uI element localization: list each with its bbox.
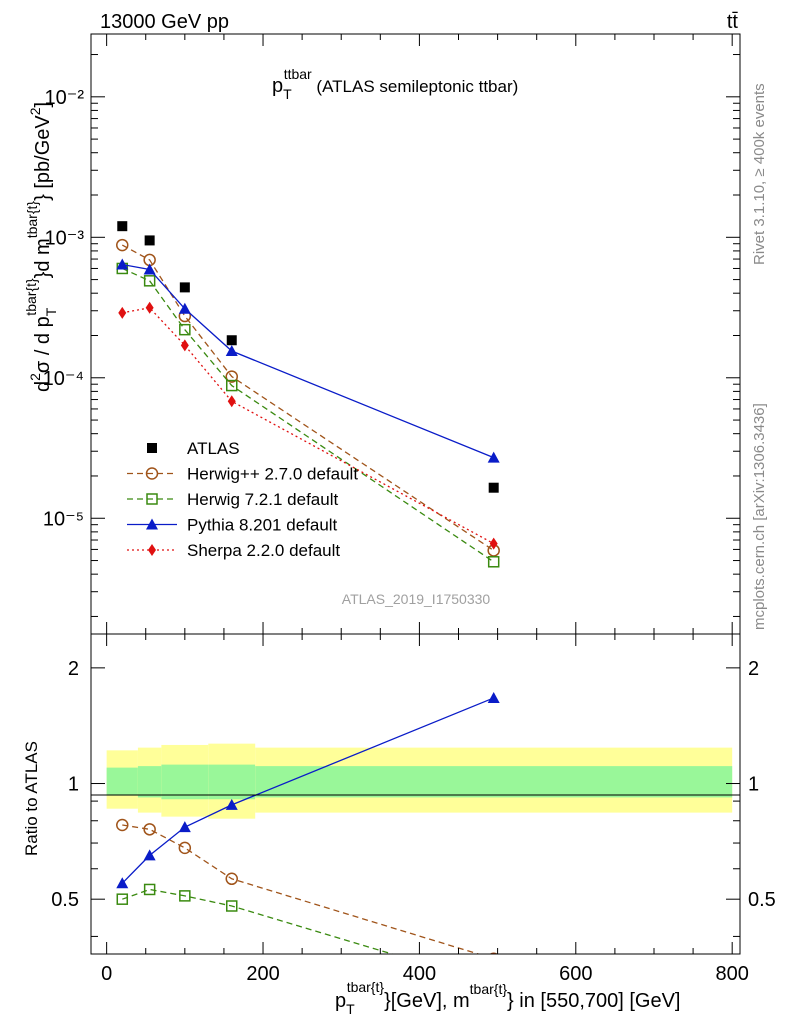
main-series-line bbox=[121, 244, 495, 551]
ratio-series-point bbox=[492, 952, 495, 954]
ratio-series-point bbox=[225, 798, 238, 810]
header-energy-label: 13000 GeV pp bbox=[100, 11, 229, 33]
main-series-point bbox=[178, 302, 191, 314]
uncertainty-bands bbox=[106, 743, 733, 819]
legend-label: ATLAS bbox=[187, 439, 240, 458]
ratio-series-point bbox=[143, 823, 156, 836]
main-series-line bbox=[122, 263, 494, 459]
main-series-point bbox=[487, 556, 500, 568]
main-series-point bbox=[116, 258, 129, 270]
plot-title-rest: (ATLAS semileptonic ttbar) bbox=[312, 77, 519, 96]
main-series-point bbox=[179, 323, 191, 336]
ratio-y-tick-label-right: 1 bbox=[748, 774, 759, 796]
main-series-point bbox=[489, 537, 498, 550]
ratio-panel-frame bbox=[90, 633, 741, 955]
green-band-segment bbox=[161, 764, 209, 800]
x-tick-label: 800 bbox=[715, 963, 748, 985]
main-series-line bbox=[122, 267, 495, 563]
ratio-series-point bbox=[225, 900, 238, 912]
x-tick-label: 600 bbox=[559, 963, 592, 985]
legend-marker bbox=[146, 493, 158, 505]
ratio-series-point bbox=[116, 877, 129, 889]
legend-marker bbox=[147, 443, 157, 453]
ratio-y-tick-label-right: 0.5 bbox=[748, 889, 776, 911]
ratio-panel-series bbox=[116, 691, 500, 954]
legend-marker bbox=[148, 544, 156, 556]
main-series-point bbox=[180, 339, 189, 352]
analysis-watermark: ATLAS_2019_I1750330 bbox=[342, 591, 491, 607]
axis-tick-labels: 0 200 400 600 800 10⁻⁵ 10⁻⁴ 10⁻³ 10⁻² 0.5 0.5 1 1 2 2 bbox=[43, 87, 776, 985]
main-series-point bbox=[118, 306, 127, 319]
ratio-series-point bbox=[143, 883, 156, 896]
x-axis-label: pTtbar{t}}[GeV], mtbar{t}} in [550,700] … bbox=[335, 979, 681, 1017]
ratio-y-tick-label: 1 bbox=[68, 774, 79, 796]
legend-label: Herwig 7.2.1 default bbox=[187, 490, 338, 509]
legend-label: Sherpa 2.2.0 default bbox=[187, 541, 340, 560]
green-band-segment bbox=[208, 764, 256, 800]
ratio-series-point bbox=[178, 821, 191, 833]
main-series-point bbox=[117, 221, 128, 232]
main-series-point bbox=[143, 263, 156, 275]
ratio-series-point bbox=[489, 952, 498, 954]
ratio-series-point bbox=[116, 893, 129, 905]
x-tick-label: 0 bbox=[101, 963, 112, 985]
main-series-point bbox=[144, 235, 155, 246]
ratio-y-axis-label: Ratio to ATLAS bbox=[22, 741, 41, 856]
main-series-point bbox=[227, 395, 236, 408]
rivet-label: Rivet 3.1.10, ≥ 400k events bbox=[751, 83, 768, 265]
legend-label: Herwig++ 2.7.0 default bbox=[187, 465, 358, 484]
plot-title-p: p bbox=[272, 75, 283, 97]
ratio-series-point bbox=[178, 841, 192, 855]
main-series-point bbox=[225, 370, 238, 383]
ratio-y-tick-label: 2 bbox=[68, 658, 79, 680]
mcplots-label: mcplots.cern.ch [arXiv:1306.3436] bbox=[751, 403, 768, 630]
green-band-segment bbox=[255, 766, 733, 798]
main-y-tick-label: 10⁻² bbox=[45, 87, 85, 109]
ratio-y-tick-label-right: 2 bbox=[748, 658, 759, 680]
main-series-point bbox=[143, 275, 156, 287]
ratio-series-point bbox=[143, 849, 156, 861]
main-series-point bbox=[487, 451, 500, 463]
x-tick-label: 400 bbox=[403, 963, 436, 985]
axis-ticks bbox=[91, 34, 740, 954]
legend-marker bbox=[146, 518, 158, 530]
legend-label: Pythia 8.201 default bbox=[187, 516, 338, 535]
ratio-series-point bbox=[225, 872, 238, 886]
ratio-series-point bbox=[487, 691, 500, 703]
main-series-point bbox=[225, 379, 238, 392]
main-y-tick-label: 10⁻⁵ bbox=[43, 508, 84, 530]
green-band-segment bbox=[137, 766, 162, 798]
plot-title-sub: T bbox=[283, 86, 292, 102]
ratio-y-tick-label: 0.5 bbox=[51, 889, 79, 911]
main-series-point bbox=[225, 345, 238, 357]
ratio-series-line bbox=[122, 824, 481, 954]
legend-marker bbox=[145, 467, 159, 480]
main-panel-series bbox=[116, 221, 500, 568]
main-y-tick-label: 10⁻³ bbox=[45, 227, 85, 249]
main-series-line bbox=[122, 307, 495, 545]
plot-title: pTttbar (ATLAS semileptonic ttbar) bbox=[272, 66, 518, 102]
main-series-point bbox=[226, 335, 237, 346]
green-band-segment bbox=[106, 767, 138, 796]
header-process-label: tt̄ bbox=[727, 11, 739, 33]
main-series-point bbox=[179, 282, 190, 293]
main-series-point bbox=[488, 482, 499, 493]
ratio-series-line bbox=[122, 888, 395, 954]
ratio-series-point bbox=[116, 818, 129, 832]
main-series-point bbox=[116, 238, 129, 252]
ratio-series-point bbox=[179, 890, 191, 902]
main-y-tick-label: 10⁻⁴ bbox=[43, 368, 84, 390]
legend: ATLAS Herwig++ 2.7.0 default Herwig 7.2.1 … bbox=[127, 439, 358, 560]
main-y-axis-label: d2σ / d pTtbar{t}}d mtbar{t}} [pb/GeV2] bbox=[23, 102, 59, 392]
main-series-point bbox=[145, 301, 154, 314]
plot-title-sup: ttbar bbox=[284, 66, 312, 82]
x-tick-label: 200 bbox=[246, 963, 279, 985]
